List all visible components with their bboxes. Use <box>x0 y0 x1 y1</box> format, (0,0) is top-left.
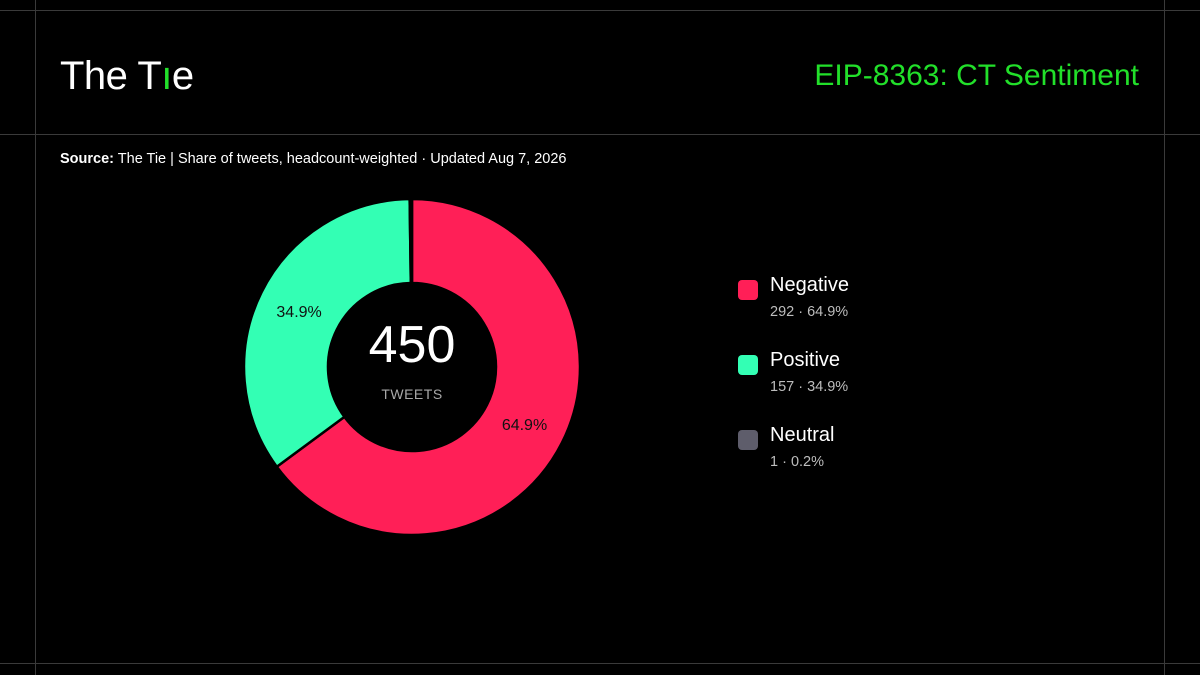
logo-mark: ı <box>161 54 172 98</box>
source-note: Source: The Tie | Share of tweets, headc… <box>60 150 567 168</box>
slice-label-positive: 34.9% <box>276 304 321 321</box>
legend-swatch-negative <box>738 280 758 300</box>
donut-slice-labels: 64.9% 34.9% <box>276 304 547 434</box>
guide-line-bottom <box>0 663 1200 664</box>
donut-center-label: TWEETS <box>381 386 442 402</box>
page-title: EIP-8363: CT Sentiment <box>814 59 1139 92</box>
logo-suffix: e <box>171 54 194 98</box>
legend-name-negative: Negative <box>770 274 849 296</box>
donut-slices <box>242 197 582 537</box>
slice-label-negative: 64.9% <box>502 417 547 434</box>
donut-slice-negative <box>275 197 582 537</box>
legend-detail-neutral: 1 · 0.2% <box>770 454 824 470</box>
guide-line-top <box>0 10 1200 11</box>
header-divider <box>0 134 1200 135</box>
guide-line-right <box>1164 0 1165 675</box>
legend-swatch-neutral <box>738 430 758 450</box>
legend-name-neutral: Neutral <box>770 424 835 446</box>
legend-detail-negative: 292 · 64.9% <box>770 304 849 320</box>
donut-slice-neutral <box>408 197 414 285</box>
the-tie-logo: The Tıe <box>60 53 194 99</box>
legend-name-positive: Positive <box>770 349 841 371</box>
guide-line-left <box>35 0 36 675</box>
donut-center-value: 450 <box>369 316 456 374</box>
legend-swatch-positive <box>738 355 758 375</box>
source-text: The Tie | Share of tweets, headcount-wei… <box>114 151 567 167</box>
logo-prefix: The T <box>60 54 162 98</box>
legend-detail-positive: 157 · 34.9% <box>770 379 849 395</box>
source-label: Source: <box>60 151 114 167</box>
donut-slice-positive <box>242 197 413 468</box>
